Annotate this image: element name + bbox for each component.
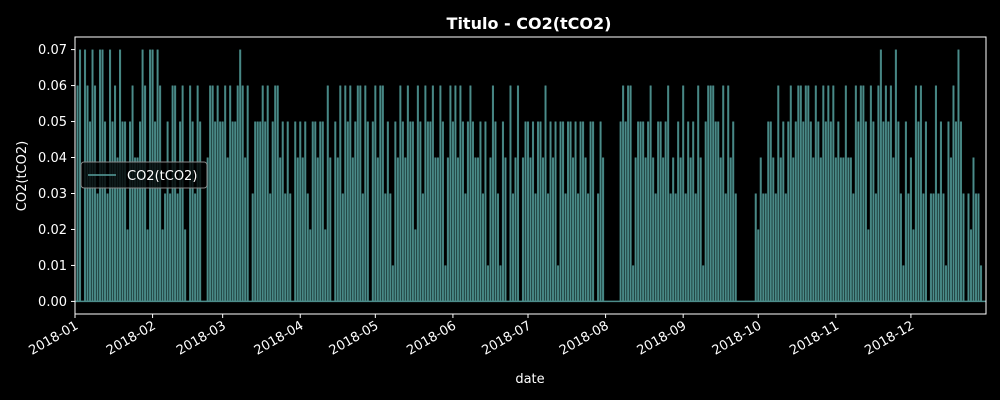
y-tick-label: 0.02	[38, 223, 67, 238]
y-tick-label: 0.07	[38, 43, 67, 58]
y-tick-label: 0.03	[38, 187, 67, 202]
y-tick-label: 0.04	[38, 151, 67, 166]
y-tick-label: 0.06	[38, 79, 67, 94]
legend-box	[80, 161, 208, 189]
y-axis-label: CO2(tCO2)	[15, 141, 30, 211]
plot-frame	[74, 36, 987, 315]
x-axis-label: date	[515, 372, 544, 387]
legend-label: CO2(tCO2)	[127, 169, 197, 184]
y-tick-label: 0.01	[38, 259, 67, 274]
y-tick-label: 0.05	[38, 115, 67, 130]
chart-title: Titulo - CO2(tCO2)	[447, 14, 612, 33]
legend: CO2(tCO2)	[80, 161, 208, 189]
y-tick-label: 0.00	[38, 295, 67, 310]
y-axis: 0.00 0.01 0.02 0.03 0.04 0.05 0.06 0.07	[38, 43, 75, 310]
